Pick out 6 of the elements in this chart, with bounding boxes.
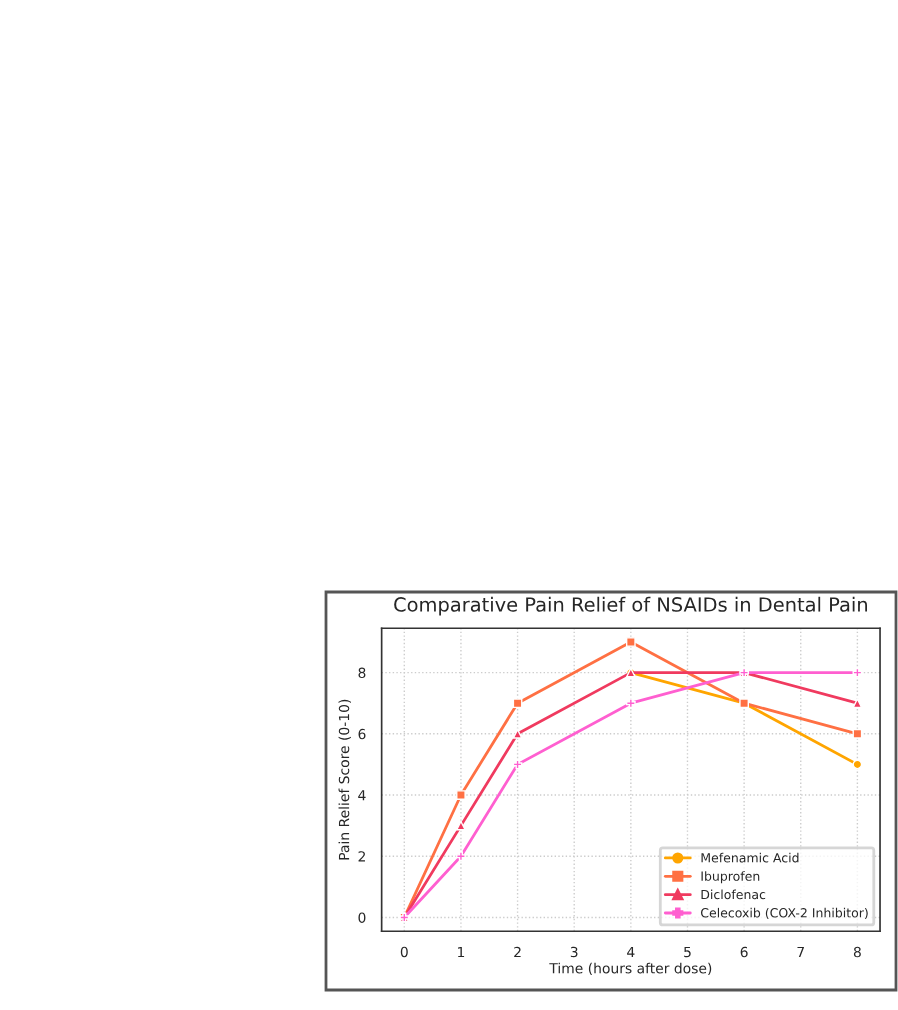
point — [456, 790, 466, 800]
point — [512, 698, 523, 709]
chart-title: Comparative Pain Relief of NSAIDs in Dental Pain — [394, 596, 867, 616]
point — [625, 637, 636, 647]
point — [456, 851, 466, 862]
point — [852, 667, 863, 678]
